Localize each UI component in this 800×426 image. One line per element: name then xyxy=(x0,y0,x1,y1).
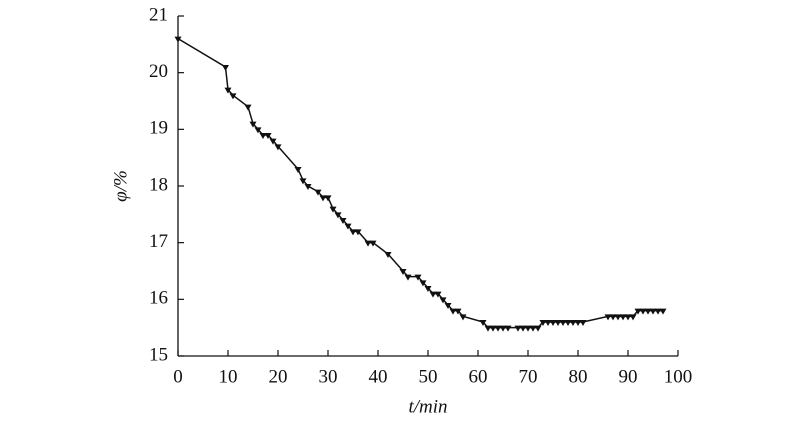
y-axis-label: φ/% xyxy=(110,170,131,202)
marker xyxy=(319,195,327,202)
marker xyxy=(624,314,632,321)
marker xyxy=(554,320,562,326)
x-tick-label: 0 xyxy=(173,366,183,387)
marker xyxy=(449,308,457,315)
marker xyxy=(499,325,507,332)
marker xyxy=(404,274,412,281)
marker xyxy=(424,286,432,292)
marker xyxy=(489,325,497,332)
marker xyxy=(354,229,362,236)
marker xyxy=(249,121,257,128)
marker xyxy=(224,87,232,94)
series-line xyxy=(177,38,663,329)
marker xyxy=(244,104,252,111)
marker xyxy=(504,325,512,332)
marker xyxy=(629,314,637,321)
marker xyxy=(639,308,647,315)
marker xyxy=(229,93,237,100)
marker xyxy=(259,133,267,139)
marker xyxy=(529,325,537,332)
marker xyxy=(564,320,572,326)
marker xyxy=(649,308,657,315)
marker xyxy=(429,291,437,298)
x-tick-label: 80 xyxy=(569,366,588,387)
marker xyxy=(264,133,272,139)
marker xyxy=(399,269,407,275)
x-tick-label: 90 xyxy=(619,366,638,387)
y-tick-label: 21 xyxy=(149,4,168,25)
marker xyxy=(222,65,229,71)
marker xyxy=(524,325,532,332)
marker xyxy=(414,274,422,281)
marker xyxy=(364,240,372,247)
marker xyxy=(434,291,442,298)
marker xyxy=(559,320,567,326)
marker xyxy=(634,308,642,315)
marker xyxy=(534,325,542,332)
marker xyxy=(544,320,552,326)
marker xyxy=(269,138,277,145)
y-tick-label: 16 xyxy=(149,288,168,309)
marker xyxy=(569,320,577,326)
x-tick-label: 40 xyxy=(369,366,388,387)
x-tick-label: 10 xyxy=(219,366,238,387)
y-tick-label: 18 xyxy=(149,174,168,195)
marker xyxy=(614,314,622,321)
marker xyxy=(479,320,487,326)
marker xyxy=(254,127,262,134)
marker xyxy=(294,167,302,173)
marker xyxy=(494,325,502,332)
marker xyxy=(454,308,462,315)
marker xyxy=(349,229,357,236)
marker xyxy=(419,280,427,287)
marker xyxy=(299,178,307,185)
y-tick-label: 19 xyxy=(149,118,168,139)
marker xyxy=(654,308,662,315)
marker xyxy=(659,308,667,315)
marker xyxy=(459,314,467,321)
x-tick-label: 100 xyxy=(664,366,693,387)
y-tick-label: 15 xyxy=(149,344,168,365)
marker xyxy=(619,314,627,321)
marker xyxy=(344,223,352,230)
x-tick-label: 70 xyxy=(519,366,538,387)
marker xyxy=(574,320,582,326)
marker xyxy=(339,218,347,224)
x-axis-label: t/min xyxy=(408,396,447,417)
x-tick-label: 50 xyxy=(419,366,438,387)
marker xyxy=(519,325,527,332)
marker xyxy=(579,320,587,326)
marker xyxy=(369,240,377,247)
marker xyxy=(514,325,522,332)
marker xyxy=(304,184,312,190)
marker xyxy=(314,189,322,196)
x-tick-label: 30 xyxy=(319,366,338,387)
marker xyxy=(444,303,452,309)
x-tick-label: 60 xyxy=(469,366,488,387)
marker xyxy=(324,195,332,202)
marker xyxy=(329,206,337,213)
marker xyxy=(334,212,342,219)
marker xyxy=(539,320,547,326)
x-tick-label: 20 xyxy=(269,366,288,387)
marker xyxy=(549,320,557,326)
marker xyxy=(174,36,182,43)
marker xyxy=(439,297,447,304)
y-tick-label: 20 xyxy=(149,61,168,82)
y-tick-label: 17 xyxy=(149,231,168,252)
marker xyxy=(609,314,617,321)
marker xyxy=(484,325,492,332)
marker xyxy=(644,308,652,315)
marker xyxy=(274,144,282,151)
marker xyxy=(384,252,392,258)
marker xyxy=(604,314,612,321)
